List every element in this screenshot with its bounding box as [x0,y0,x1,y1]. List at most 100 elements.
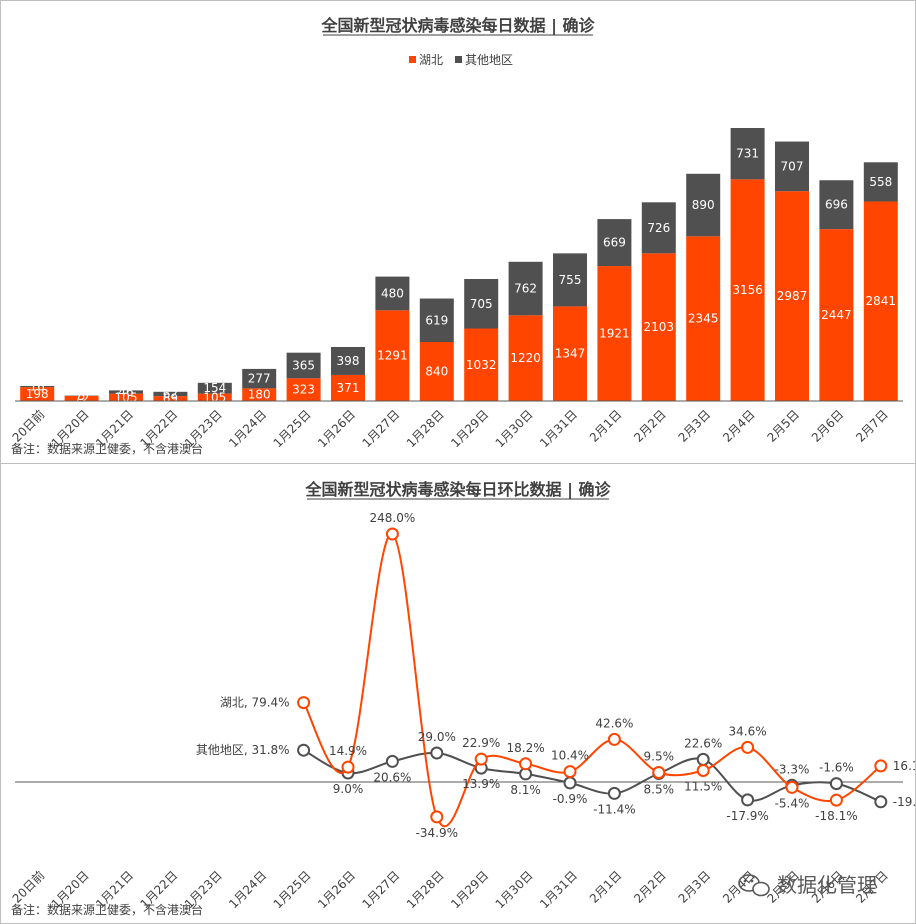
point-other [430,746,444,760]
line-x-tick-label: 1月30日 [493,868,536,911]
bar-hubei [419,342,454,401]
data-label-hubei: 16.1% [893,759,915,773]
bar-label-other: 480 [381,286,404,300]
bar-other [730,128,765,180]
line-x-tick-label: 1月29日 [448,868,491,911]
data-label-hubei: 248.0% [370,511,416,525]
bar-label-other: 731 [736,147,759,161]
line-chart-note: 备注：数据来源卫健委，不含港澳台 [11,902,203,917]
bar-hubei [286,378,321,401]
bar-label-hubei: 3156 [732,283,763,297]
point-hubei [297,696,311,710]
bar-other [597,219,632,267]
line-x-tick-label: 1月28日 [404,868,447,911]
bar-other [464,279,499,329]
bar-label-other: 890 [692,198,715,212]
wechat-icon [738,874,770,897]
point-hubei [741,740,755,754]
data-label-other: -0.9% [553,792,588,806]
bar-hubei [20,387,55,401]
bar-label-hubei: 198 [26,387,49,401]
bar-label-other: 707 [781,159,804,173]
bar-label-other: 726 [647,221,670,235]
point-hubei [874,759,888,773]
bar-x-tick-label: 1月24日 [226,407,269,450]
bar-label-other: 398 [337,354,360,368]
point-hubei [563,765,577,779]
point-hubei [341,760,355,774]
bar-hubei [730,179,765,401]
bar-hubei [331,374,365,401]
bar-x-tick-label: 1月31日 [537,407,580,450]
bar-label-hubei: 323 [292,383,315,397]
bar-x-tick-label: 1月25日 [271,407,314,450]
bar-label-other: 365 [292,358,315,372]
line-x-tick-label: 1月31日 [537,868,580,911]
point-hubei [519,757,533,771]
data-label-hubei: -5.4% [775,796,810,810]
bar-label-hubei: 840 [425,365,448,379]
point-other [385,754,399,768]
legend-swatch-other [455,56,462,63]
point-hubei [696,764,710,777]
bar-label-hubei: 1347 [555,347,586,361]
bar-label-hubei: 1291 [377,349,408,363]
bar-chart-title: 全国新型冠状病毒感染每日数据 | 确诊 [321,16,596,36]
daily-ratio-panel: 全国新型冠状病毒感染每日环比数据 | 确诊 湖北, 79.4% 14.9% 248.… [0,463,916,924]
line-x-tick-label: 2月4日 [720,868,758,906]
bar-label-other: 669 [603,236,626,250]
bar-hubei [153,396,188,401]
bar-label-hubei: 69 [163,392,178,406]
bar-other [153,391,188,397]
bar-other [686,173,721,237]
legend-label-hubei: 湖北 [419,52,443,67]
line-x-tick-label: 1月24日 [226,868,269,911]
bar-label-other: 619 [425,313,448,327]
point-hubei [607,732,621,746]
data-label-other: 22.6% [684,736,722,750]
bar-hubei [597,266,632,401]
bar-label-hubei: 2345 [688,312,719,326]
point-hubei [385,527,399,541]
point-other [874,795,888,809]
line-x-tick-label: 2月3日 [676,868,714,906]
bar-label-other: 762 [514,282,537,296]
bar-other [419,298,454,343]
bar-legend: 湖北 其他地区 [409,52,513,67]
data-label-hubei: 10.4% [551,749,589,763]
line-marks: 湖北, 79.4% 14.9% 248.0% -34.9% 22.9% 18.2% 10.4… [196,511,915,840]
bar-label-hubei: 371 [337,381,360,395]
line-x-tick-label: 20日前 [9,868,47,906]
bar-x-tick-label: 1月28日 [404,407,447,450]
data-label-hubei: 14.9% [329,744,367,758]
legend-swatch-hubei [409,56,416,63]
data-label-hubei: 22.9% [462,736,500,750]
data-label-other: 8.5% [644,783,675,797]
bar-x-tick-label: 2月6日 [809,407,847,445]
data-label-other: 29.0% [418,730,456,744]
bar-label-hubei: 2447 [821,308,852,322]
point-other [563,776,577,790]
bar-other [109,390,143,394]
point-hubei [430,810,444,824]
bar-other [242,368,277,389]
bar-hubei [64,395,99,401]
bar-other [641,202,676,254]
bar-hubei [553,306,587,401]
bar-label-hubei: 1921 [599,327,630,341]
bar-label-other: 705 [470,297,493,311]
data-label-hubei: -18.1% [815,809,857,823]
data-label-other: 20.6% [373,770,411,784]
point-other [741,793,755,807]
bar-label-hubei: 72 [74,391,89,405]
bar-x-tick-label: 2月7日 [853,407,891,445]
line-x-tick-label: 1月27日 [359,868,402,911]
bar-hubei [242,388,277,401]
point-hubei [829,793,843,807]
point-hubei [652,766,666,779]
bar-label-hubei: 1032 [466,358,497,372]
bar-label-other: 62 [163,387,178,401]
bar-chart-note: 备注：数据来源卫健委，不含港澳台 [11,441,203,456]
point-hubei [785,780,799,794]
